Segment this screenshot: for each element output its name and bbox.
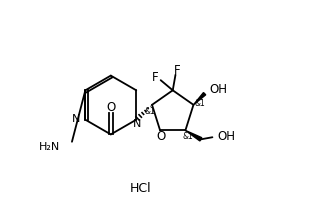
Text: OH: OH bbox=[217, 130, 235, 143]
Text: N: N bbox=[133, 119, 142, 129]
Text: O: O bbox=[106, 101, 116, 114]
Polygon shape bbox=[193, 93, 206, 105]
Polygon shape bbox=[185, 130, 202, 141]
Text: N: N bbox=[72, 114, 81, 124]
Text: OH: OH bbox=[209, 83, 227, 96]
Text: F: F bbox=[174, 64, 181, 77]
Text: O: O bbox=[156, 130, 166, 143]
Text: &1: &1 bbox=[194, 99, 205, 108]
Text: F: F bbox=[152, 71, 159, 84]
Text: &1: &1 bbox=[182, 132, 193, 141]
Text: HCl: HCl bbox=[129, 182, 151, 196]
Text: H₂N: H₂N bbox=[39, 142, 60, 152]
Text: &1: &1 bbox=[145, 107, 156, 116]
